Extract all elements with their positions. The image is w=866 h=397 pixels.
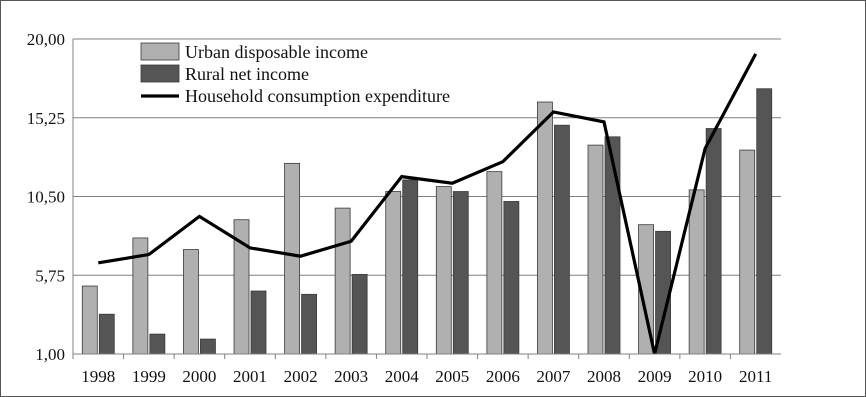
x-tick-label: 2011 [739,367,772,386]
bar-rural-net-income [402,179,419,355]
x-tick-label: 2001 [233,367,267,386]
bar-rural-net-income [756,88,773,355]
x-tick-label: 2007 [536,367,571,386]
bar-urban-disposable-income [486,171,503,355]
bar-rural-net-income [705,128,722,355]
axis-layer: 1,00 5,75 10,50 15,25 20,00 1998 1999 2000 2001 2… [27,30,781,386]
bar-urban-disposable-income [688,189,705,355]
x-tick-label: 2006 [486,367,520,386]
line-layer [98,53,758,355]
y-tick-label: 20,00 [27,30,65,49]
legend-label: Urban disposable income [185,42,368,62]
bar-rural-net-income [503,201,520,355]
x-tick-label: 2010 [688,367,722,386]
bar-urban-disposable-income [334,207,351,355]
legend-label: Household consumption expenditure [185,86,450,106]
bar-urban-disposable-income [385,191,402,355]
x-tick-label: 2005 [435,367,469,386]
x-tick-label: 2003 [334,367,368,386]
bar-rural-net-income [301,293,317,355]
y-tick-label: 1,00 [35,345,65,364]
legend-swatch [140,42,180,61]
x-tick-label: 2002 [284,367,318,386]
bar-rural-net-income [604,136,621,355]
line-household-consumption-expenditure [98,53,758,355]
bar-urban-disposable-income [183,249,199,355]
bar-urban-disposable-income [537,101,553,355]
x-tick-label: 2004 [385,367,420,386]
bar-rural-net-income [98,313,115,355]
x-tick-label: 2008 [587,367,621,386]
bars-layer [81,88,773,355]
bar-urban-disposable-income [587,144,604,355]
x-tick-label: 2000 [182,367,216,386]
bar-urban-disposable-income [284,162,300,355]
bar-rural-net-income [452,191,469,355]
bar-urban-disposable-income [739,149,756,355]
y-tick-label: 10,50 [27,188,65,207]
bar-rural-net-income [554,124,570,355]
bar-rural-net-income [149,333,166,355]
x-tick-label: 2009 [638,367,672,386]
x-tick-label: 1998 [81,367,115,386]
legend-swatch [140,64,180,83]
legend-label: Rural net income [185,64,309,84]
bar-urban-disposable-income [81,285,98,355]
bar-rural-net-income [250,290,267,355]
bar-urban-disposable-income [435,186,452,355]
bar-rural-net-income [200,338,216,355]
x-tick-label: 1999 [132,367,166,386]
bar-rural-net-income [351,274,368,355]
y-tick-label: 15,25 [27,109,65,128]
y-tick-label: 5,75 [35,266,65,285]
